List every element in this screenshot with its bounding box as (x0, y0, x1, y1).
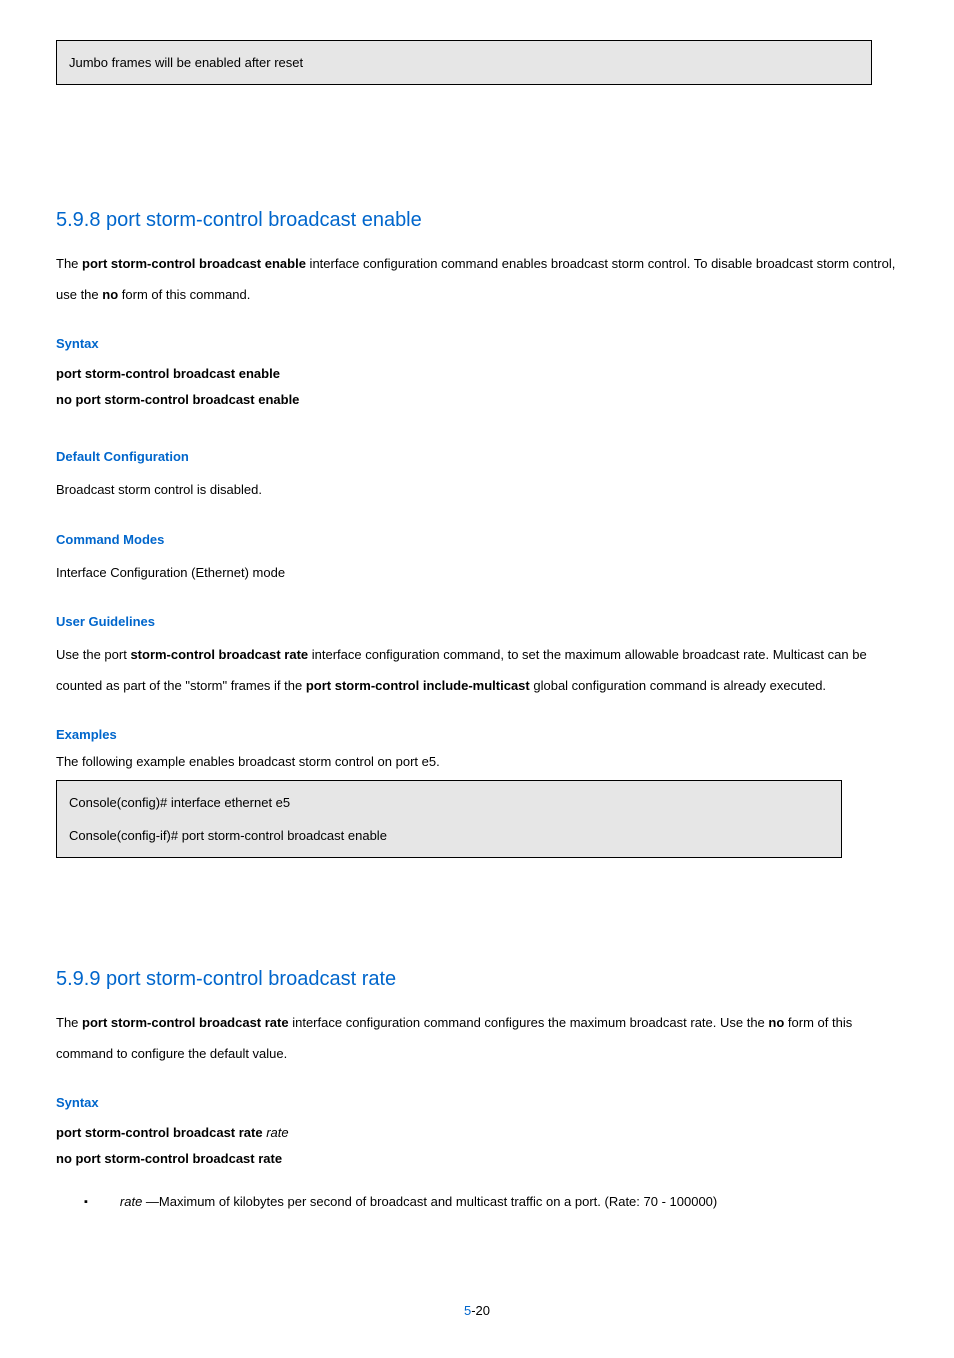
default-config-text: Broadcast storm control is disabled. (56, 474, 898, 505)
code-line: Console(config-if)# port storm-control b… (69, 828, 829, 843)
intro-paragraph-enable: The port storm-control broadcast enable … (56, 248, 898, 310)
syntax-line: port storm-control broadcast enable (56, 361, 898, 387)
code-box-jumbo: Jumbo frames will be enabled after reset (56, 40, 872, 85)
code-line: Console(config)# interface ethernet e5 (69, 795, 829, 810)
examples-text: The following example enables broadcast … (56, 752, 898, 772)
section-heading-rate: 5.9.9 port storm-control broadcast rate (56, 968, 898, 991)
user-guidelines-heading: User Guidelines (56, 614, 898, 629)
page-footer: 5-20 (56, 1303, 898, 1318)
examples-heading: Examples (56, 727, 898, 742)
code-box-example: Console(config)# interface ethernet e5 C… (56, 780, 842, 858)
command-modes-text: Interface Configuration (Ethernet) mode (56, 557, 898, 588)
param-bullet: ▪ rate —Maximum of kilobytes per second … (56, 1190, 898, 1213)
intro-paragraph-rate: The port storm-control broadcast rate in… (56, 1007, 898, 1069)
syntax-line: no port storm-control broadcast rate (56, 1146, 898, 1172)
command-modes-heading: Command Modes (56, 532, 898, 547)
syntax-line: no port storm-control broadcast enable (56, 387, 898, 413)
user-guidelines-text: Use the port storm-control broadcast rat… (56, 639, 898, 701)
syntax-line: port storm-control broadcast rate rate (56, 1120, 898, 1146)
section-heading-enable: 5.9.8 port storm-control broadcast enabl… (56, 209, 898, 232)
code-line: Jumbo frames will be enabled after reset (69, 55, 859, 70)
default-config-heading: Default Configuration (56, 449, 898, 464)
bullet-icon: ▪ (84, 1193, 88, 1213)
syntax-heading: Syntax (56, 336, 898, 351)
syntax-heading-rate: Syntax (56, 1095, 898, 1110)
